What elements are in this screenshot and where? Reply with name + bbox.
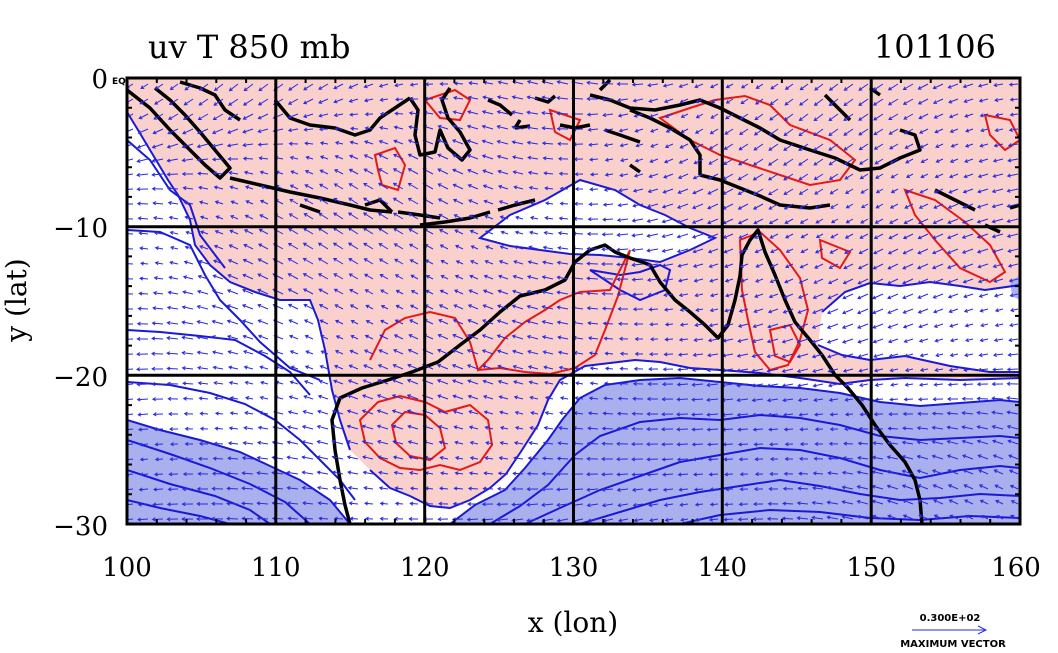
lat-lon-grid bbox=[127, 78, 1020, 524]
chart-title: uv T 850 mb bbox=[148, 28, 350, 66]
tick-marks-path bbox=[126, 77, 1021, 525]
x-axis-label: x (lon) bbox=[528, 606, 618, 639]
equator-label: EQ bbox=[112, 77, 126, 87]
x-tick-label: 140 bbox=[697, 553, 747, 583]
cool-region bbox=[127, 420, 350, 524]
y-tick-label: −30 bbox=[53, 512, 108, 542]
axis-ticks bbox=[126, 77, 1021, 525]
x-tick-label: 120 bbox=[400, 553, 450, 583]
x-tick-label: 100 bbox=[102, 553, 152, 583]
x-tick-label: 160 bbox=[991, 553, 1041, 583]
x-tick-label: 110 bbox=[251, 553, 301, 583]
y-tick-labels: 0 −10 −20 −30 bbox=[53, 65, 108, 542]
y-axis-label: y (lat) bbox=[0, 258, 33, 342]
x-tick-label: 130 bbox=[549, 553, 599, 583]
y-tick-label: −20 bbox=[53, 363, 108, 393]
vector-legend-value: 0.300E+02 bbox=[920, 613, 981, 624]
coastlines bbox=[127, 78, 1020, 524]
vector-legend-label: MAXIMUM VECTOR bbox=[900, 639, 1006, 650]
neutral-band-north bbox=[480, 180, 715, 262]
cool-contours bbox=[127, 111, 1020, 524]
x-tick-labels: 100 110 120 130 140 150 160 bbox=[102, 553, 1041, 583]
vector-legend: 0.300E+02 MAXIMUM VECTOR bbox=[900, 613, 1006, 650]
warm-contours bbox=[358, 88, 1020, 472]
chart-date: 101106 bbox=[874, 28, 996, 66]
y-tick-label: 0 bbox=[91, 65, 108, 95]
x-tick-label: 150 bbox=[846, 553, 896, 583]
y-tick-label: −10 bbox=[53, 214, 108, 244]
